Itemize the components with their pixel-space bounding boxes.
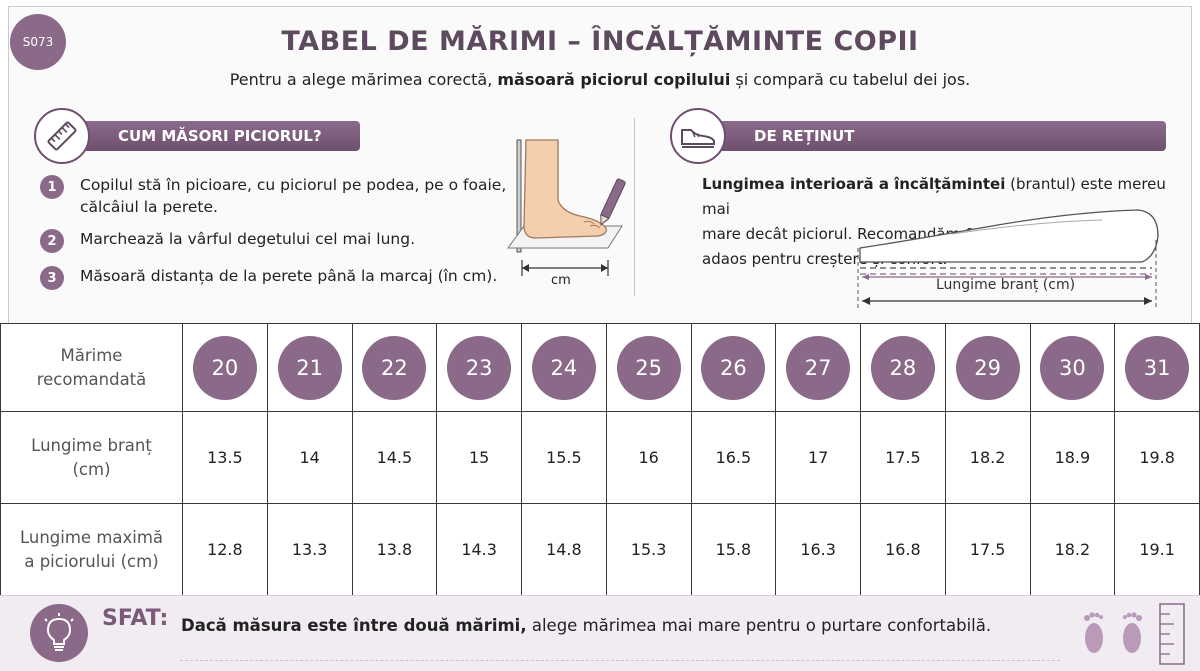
table-cell: 18.9 <box>1029 411 1116 504</box>
table-cell: 18.2 <box>944 411 1031 504</box>
table-cell: 15.8 <box>690 503 777 596</box>
table-cell: 14.8 <box>521 503 607 596</box>
step-2: 2 Marchează la vârful degetului cel mai … <box>40 228 415 253</box>
tip-label: SFAT: <box>102 606 169 631</box>
measure-section-header: CUM MĂSORI PICIORUL? <box>34 108 360 164</box>
cm-label: cm <box>551 273 571 288</box>
table-row-foot-length: Lungime maximă a piciorului (cm) 12.8 13.… <box>0 503 1200 596</box>
size-badge: 22 <box>362 335 427 400</box>
table-cell: 19.1 <box>1114 503 1200 596</box>
tip-banner: SFAT: Dacă măsura este între două mărimi… <box>0 595 1200 671</box>
size-badge: 23 <box>447 335 512 400</box>
size-badge: 20 <box>192 335 257 400</box>
step-text: Măsoară distanța de la perete până la ma… <box>80 267 498 285</box>
size-badge: 21 <box>277 335 342 400</box>
insole-illustration <box>857 209 1159 310</box>
code-badge: S073 <box>10 14 66 70</box>
size-badge: 29 <box>955 335 1020 400</box>
page-title: TABEL DE MĂRIMI – ÎNCĂLȚĂMINTE COPII <box>281 26 919 57</box>
size-badge: 31 <box>1125 335 1190 400</box>
table-cell: 18.2 <box>1029 503 1116 596</box>
tip-divider <box>180 660 1060 661</box>
table-cell: 14.3 <box>436 503 522 596</box>
table-cell: 16.8 <box>860 503 946 596</box>
table-cell: 13.8 <box>351 503 438 596</box>
info-panel <box>8 6 1192 324</box>
remember-section-title: DE REȚINUT <box>710 121 1166 151</box>
table-cell: 15.5 <box>521 411 607 504</box>
table-cell: 12.8 <box>182 503 268 596</box>
step-number: 3 <box>40 266 64 290</box>
size-badge: 26 <box>701 335 766 400</box>
size-badge: 25 <box>616 335 681 400</box>
step-3: 3 Măsoară distanța de la perete până la … <box>40 265 497 290</box>
table-cell: 15 <box>436 411 522 504</box>
table-cell: 16.3 <box>775 503 861 596</box>
insole-length-label: Lungime branț (cm) <box>936 277 1076 293</box>
table-cell: 16 <box>605 411 692 504</box>
row-header: Lungime maximă a piciorului (cm) <box>0 503 183 596</box>
size-badge: 24 <box>531 335 596 400</box>
row-header: Lungime branț (cm) <box>0 411 183 504</box>
table-cell: 15.3 <box>605 503 692 596</box>
table-row-insole: Lungime branț (cm) 13.5 14 14.5 15 15.5 1… <box>0 411 1200 504</box>
table-cell: 14 <box>266 411 353 504</box>
table-cell: 19.8 <box>1114 411 1200 504</box>
tip-text: Dacă măsura este între două mărimi, aleg… <box>181 616 992 635</box>
table-cell: 13.3 <box>266 503 353 596</box>
step-text: Copilul stă în picioare, cu piciorul pe … <box>80 176 507 194</box>
step-text: călcâiul la perete. <box>80 198 218 216</box>
size-table: Mărime recomandată 20 21 22 23 24 25 26 2… <box>0 323 1200 596</box>
page-subtitle: Pentru a alege mărimea corectă, măsoară … <box>229 70 971 89</box>
table-cell: 16.5 <box>690 411 777 504</box>
lightbulb-icon <box>30 604 88 662</box>
row-header: Mărime recomandată <box>0 323 183 412</box>
table-cell: 17.5 <box>860 411 946 504</box>
section-divider <box>634 118 635 296</box>
step-number: 2 <box>40 229 64 253</box>
table-row-sizes: Mărime recomandată 20 21 22 23 24 25 26 2… <box>0 323 1200 412</box>
table-cell: 17.5 <box>944 503 1031 596</box>
ruler-icon <box>34 108 90 164</box>
size-badge: 30 <box>1040 335 1105 400</box>
remember-section-header: DE REȚINUT <box>670 108 1166 164</box>
table-cell: 17 <box>775 411 861 504</box>
footprints-ruler-icon <box>1084 603 1185 665</box>
size-table-wrap: Mărime recomandată 20 21 22 23 24 25 26 2… <box>0 323 1200 596</box>
size-badge: 28 <box>870 335 935 400</box>
table-cell: 14.5 <box>351 411 438 504</box>
step-1: 1 Copilul stă în picioare, cu piciorul p… <box>40 174 506 218</box>
foot-measure-illustration <box>507 139 626 276</box>
table-cell: 13.5 <box>182 411 268 504</box>
step-text: Marchează la vârful degetului cel mai lu… <box>80 230 415 248</box>
shoe-icon <box>670 108 726 164</box>
size-badge: 27 <box>786 335 851 400</box>
step-number: 1 <box>40 175 64 199</box>
measure-section-title: CUM MĂSORI PICIORUL? <box>74 121 360 151</box>
